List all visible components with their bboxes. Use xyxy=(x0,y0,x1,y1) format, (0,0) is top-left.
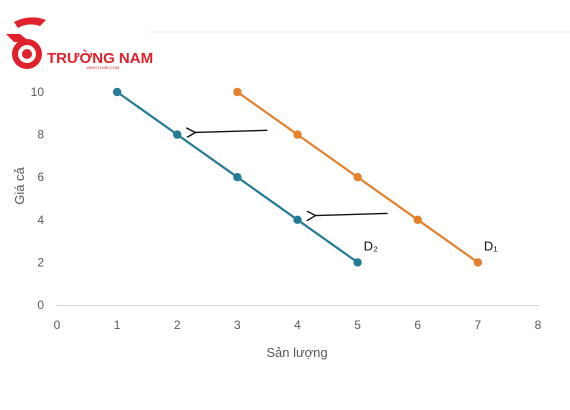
logo-sub-text: VNHOTLINE.COM xyxy=(86,65,119,70)
data-point xyxy=(112,87,122,97)
x-tick-label: 5 xyxy=(354,318,361,332)
x-axis-title: Sản lượng xyxy=(266,345,327,360)
x-tick-label: 2 xyxy=(174,318,181,332)
curve-label: D₁ xyxy=(484,238,498,253)
data-point xyxy=(293,215,302,224)
series-layer xyxy=(112,87,483,267)
logo-emblem-icon xyxy=(6,17,46,69)
y-tick-label: 6 xyxy=(37,170,44,184)
x-tick-label: 6 xyxy=(414,318,421,332)
data-point xyxy=(173,130,182,139)
y-tick-labels: 0 2 4 6 8 10 xyxy=(31,85,45,312)
y-axis-title: Giá cả xyxy=(12,166,27,204)
data-point xyxy=(353,173,362,182)
y-tick-label: 2 xyxy=(37,255,44,269)
x-tick-label: 7 xyxy=(475,318,482,332)
shift-arrow xyxy=(195,130,268,132)
y-tick-label: 8 xyxy=(37,128,44,142)
x-tick-labels: 0 1 2 3 4 5 6 7 8 xyxy=(54,318,542,332)
x-tick-label: 0 xyxy=(54,318,61,332)
curve-label: D₂ xyxy=(364,238,378,253)
logo: TRƯỜNG NAM VNHOTLINE.COM xyxy=(6,17,153,70)
series-1 xyxy=(112,87,362,267)
data-point xyxy=(293,130,302,139)
x-tick-label: 4 xyxy=(294,318,301,332)
y-tick-label: 0 xyxy=(37,298,44,312)
data-point xyxy=(233,87,242,97)
data-point xyxy=(353,258,362,267)
series-2 xyxy=(233,87,483,267)
x-tick-label: 8 xyxy=(535,318,542,332)
arrow-layer xyxy=(195,130,388,215)
y-tick-label: 4 xyxy=(37,213,44,227)
data-point xyxy=(473,258,483,267)
data-point xyxy=(413,215,422,224)
x-tick-label: 3 xyxy=(234,318,241,332)
shift-arrow xyxy=(316,213,388,215)
data-point xyxy=(233,173,242,182)
y-tick-label: 10 xyxy=(31,85,45,99)
label-layer: D₂ D₁ xyxy=(364,238,499,253)
logo-text: TRƯỜNG NAM xyxy=(47,49,153,67)
x-tick-label: 1 xyxy=(114,318,121,332)
